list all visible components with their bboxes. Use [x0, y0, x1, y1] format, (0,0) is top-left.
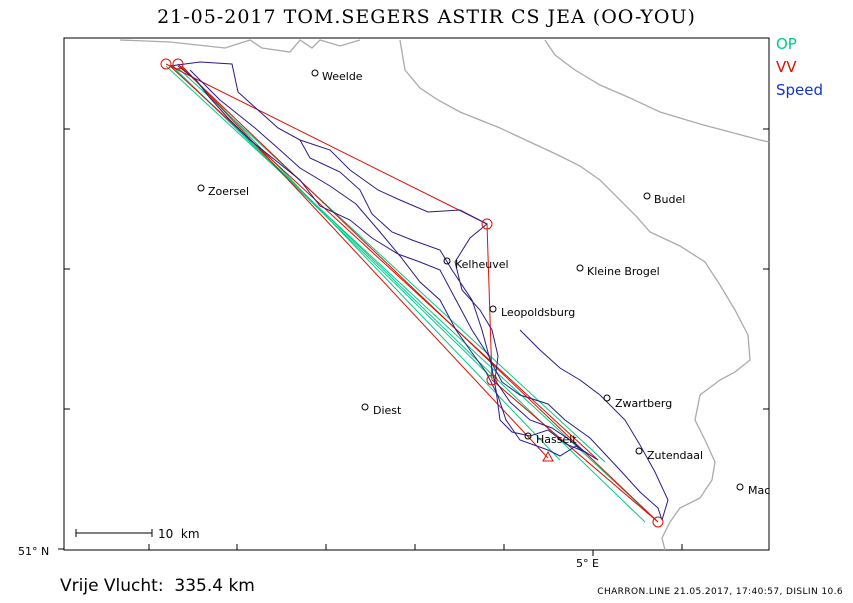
turnpoints [160, 58, 664, 528]
town-label: Zoersel [208, 185, 249, 198]
town-label: Budel [654, 193, 685, 206]
legend-op: OP [776, 35, 797, 53]
town-label: Kleine Brogel [587, 265, 660, 278]
scale-bar-label: 10 km [158, 527, 200, 541]
flight-distance: Vrije Vlucht: 335.4 km [60, 576, 255, 596]
town-labels: Weelde Zoersel Budel Kelheuvel Kleine Br… [208, 70, 770, 497]
town-label: Hasselt [536, 433, 577, 446]
chart-title: 21-05-2017 TOM.SEGERS ASTIR CS JEA (OO-Y… [157, 6, 696, 28]
footer-info: CHARRON.LINE 21.05.2017, 17:40:57, DISLI… [597, 587, 843, 597]
axis-ticks [58, 128, 769, 556]
legend: OP VV Speed [776, 33, 823, 102]
town-label: Mac [748, 484, 770, 497]
country-border [119, 39, 770, 551]
town-label: Kelheuvel [455, 258, 509, 271]
map-frame [63, 37, 770, 551]
town-label: Zwartberg [615, 397, 672, 410]
town-label: Leopoldsburg [501, 306, 575, 319]
lon-axis-label: 5° E [576, 557, 599, 570]
town-label: Zutendaal [647, 449, 703, 462]
town-label: Weelde [322, 70, 363, 83]
town-label: Diest [373, 404, 402, 417]
lat-axis-label: 51° N [18, 545, 49, 558]
op-route [165, 65, 659, 523]
legend-speed: Speed [776, 81, 824, 99]
town-markers [197, 69, 744, 491]
flight-track [169, 61, 669, 521]
legend-vv: VV [776, 58, 797, 76]
scale-bar [75, 529, 153, 537]
